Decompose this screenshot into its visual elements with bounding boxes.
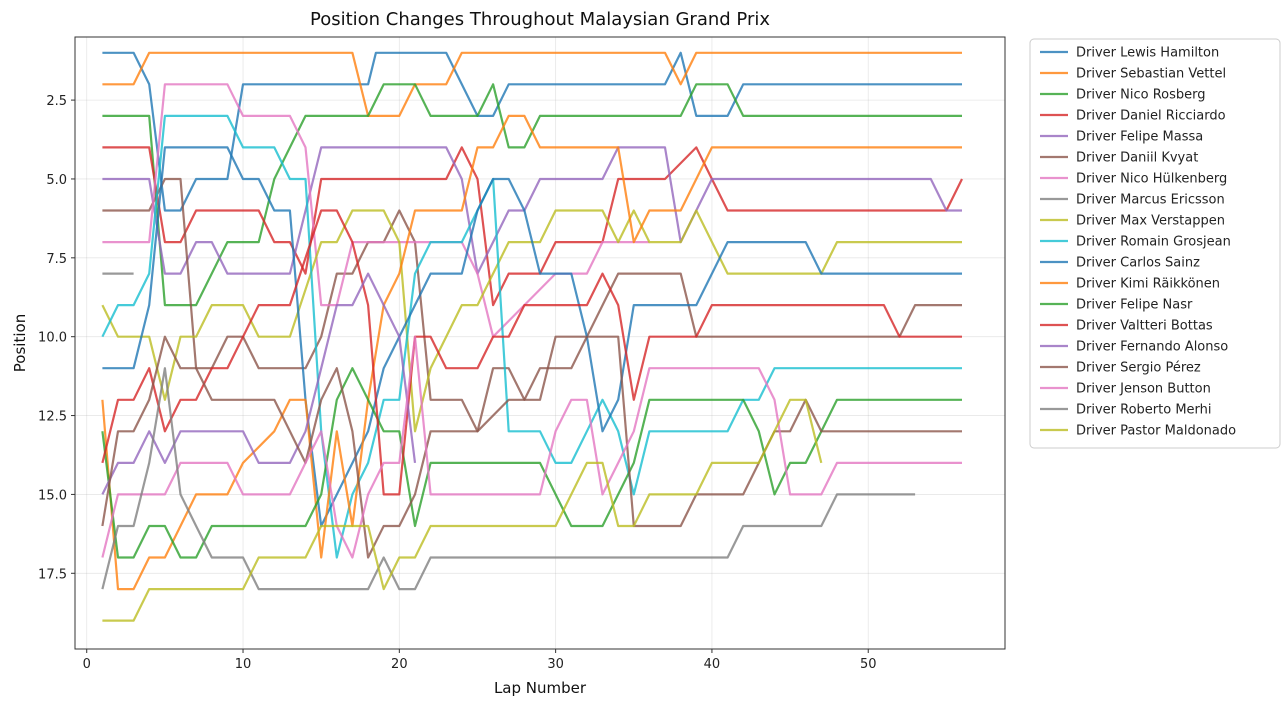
series-line: [102, 398, 823, 622]
x-axis-label: Lap Number: [494, 679, 587, 697]
axis-ticks: 0 10 20 30 40 50 2.5 5.0 7.5 10.0 12.5 15.0 17.5: [38, 94, 876, 672]
legend-entry: Driver Lewis Hamilton: [1076, 46, 1219, 61]
series-line: [101, 367, 962, 559]
y-tick-label: 2.5: [46, 94, 67, 109]
legend-entry: Driver Nico Rosberg: [1076, 88, 1206, 103]
legend-entry: Driver Max Verstappen: [1076, 214, 1225, 229]
legend: Driver Lewis Hamilton Driver Sebastian Ve…: [1029, 38, 1281, 449]
y-tick-label: 10.0: [38, 331, 67, 346]
legend-entry: Driver Sebastian Vettel: [1076, 67, 1226, 82]
series-line: [101, 114, 962, 591]
x-tick-label: 40: [704, 657, 721, 672]
legend-entry: Driver Romain Grosjean: [1076, 235, 1231, 250]
series-line: [101, 272, 417, 495]
series-line: [101, 335, 962, 559]
x-tick-label: 0: [83, 657, 91, 672]
legend-entry: Driver Felipe Nasr: [1076, 298, 1193, 313]
legend-entry: Driver Valtteri Bottas: [1076, 319, 1213, 334]
series-line: [101, 209, 962, 433]
legend-entry: Driver Kimi Räikkönen: [1076, 277, 1220, 292]
y-tick-label: 15.0: [38, 488, 67, 503]
series-line: [102, 83, 962, 307]
y-tick-label: 7.5: [46, 252, 67, 267]
x-tick-label: 10: [235, 657, 252, 672]
series-line: [102, 146, 962, 528]
series-line: [101, 114, 962, 559]
series-line: [101, 209, 962, 496]
legend-entry: Driver Felipe Massa: [1076, 130, 1203, 145]
legend-entry: Driver Daniel Ricciardo: [1076, 109, 1226, 124]
legend-entry: Driver Carlos Sainz: [1076, 256, 1200, 271]
y-axis-label: Position: [11, 314, 29, 372]
legend-entry: Driver Fernando Alonso: [1076, 340, 1228, 355]
series-line: [102, 177, 962, 433]
series-line: [101, 367, 916, 591]
x-tick-label: 30: [547, 657, 564, 672]
legend-entry: Driver Daniil Kvyat: [1076, 151, 1198, 166]
chart-title: Position Changes Throughout Malaysian Gr…: [310, 9, 770, 30]
legend-entry: Driver Nico Hülkenberg: [1076, 172, 1227, 187]
legend-entry: Driver Marcus Ericsson: [1076, 193, 1225, 208]
plot-frame: [74, 36, 1006, 650]
series-line: [101, 335, 962, 559]
y-tick-label: 12.5: [38, 410, 67, 425]
series-lines: [101, 51, 963, 622]
x-tick-label: 20: [391, 657, 408, 672]
legend-entry: Driver Sergio Pérez: [1076, 361, 1201, 376]
y-tick-label: 5.0: [46, 173, 67, 188]
x-tick-label: 50: [860, 657, 877, 672]
y-tick-label: 17.5: [38, 567, 67, 582]
series-line: [102, 146, 962, 275]
legend-box: [1029, 38, 1281, 449]
series-line: [102, 146, 963, 307]
legend-entry: Driver Pastor Maldonado: [1076, 424, 1236, 439]
legend-entry: Driver Roberto Merhi: [1076, 403, 1212, 418]
legend-entry: Driver Jenson Button: [1076, 382, 1211, 397]
